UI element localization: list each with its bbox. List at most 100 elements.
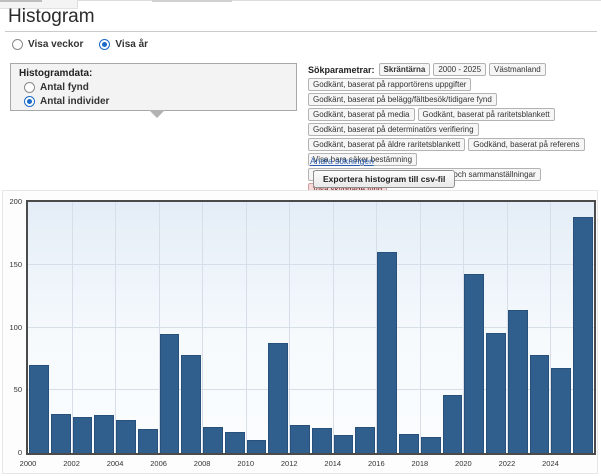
search-param-tag[interactable]: Godkänt, baserat på äldre raritetsblanke… — [308, 138, 466, 151]
histogram-bar — [355, 426, 376, 453]
histogram-bar — [486, 332, 506, 453]
bar-slot — [115, 202, 137, 453]
radio-unselected-icon[interactable] — [12, 39, 23, 50]
histogram-bar — [94, 415, 115, 453]
search-param-row: Sökparametrar: Skräntärna 2000 - 2025 Västm… — [308, 63, 600, 76]
view-toggle-option[interactable]: Visa veckor — [12, 39, 83, 50]
histogramdata-radio-group: Antal fynd Antal individer — [24, 82, 296, 107]
view-toggle-radio-group: Visa veckor Visa år — [12, 39, 148, 50]
bar-slot — [28, 202, 50, 453]
histogram-bar — [529, 355, 550, 453]
x-axis-tick: 2020 — [455, 459, 472, 468]
bar-slot — [354, 202, 376, 453]
histogram-bar — [224, 431, 245, 453]
histogram-bar — [268, 342, 289, 453]
histogram-bar — [573, 217, 593, 453]
histogramdata-option[interactable]: Antal individer — [24, 96, 296, 107]
bar-slot — [463, 202, 485, 453]
search-param-tag[interactable]: Godkänt, baserat på raritetsblankett — [417, 108, 555, 121]
view-toggle-option[interactable]: Visa år — [99, 39, 148, 50]
bar-slot — [50, 202, 72, 453]
search-param-tag[interactable]: Visa bara säker bestämning — [308, 153, 418, 166]
search-params-label: Sökparametrar: — [308, 64, 375, 75]
bar-slot — [485, 202, 507, 453]
search-param-row: Godkänt, baserat på determinatörs verifi… — [308, 123, 600, 136]
search-param-tag[interactable]: Skräntärna — [378, 63, 431, 76]
search-param-row: Godkänt, baserat på media Godkänt, basera… — [308, 108, 600, 121]
histogram-bar — [377, 252, 398, 453]
histogram-bar — [181, 355, 202, 453]
bar-slot — [398, 202, 420, 453]
y-axis-tick: 200 — [9, 197, 22, 206]
bar-slot — [137, 202, 159, 453]
histogramdata-option[interactable]: Antal fynd — [24, 82, 296, 93]
gridline-vertical — [202, 202, 204, 453]
y-axis-tick: 150 — [9, 259, 22, 269]
bar-slot — [289, 202, 311, 453]
search-param-row: Godkänt, baserat på rapportörens uppgift… — [308, 78, 600, 91]
export-csv-button[interactable]: Exportera histogram till csv-fil — [313, 170, 456, 188]
bar-slot — [93, 202, 115, 453]
gridline-vertical — [158, 202, 160, 453]
histogram-bar — [203, 426, 223, 453]
view-toggle-label: Visa veckor — [28, 39, 84, 50]
radio-selected-icon[interactable] — [24, 96, 35, 107]
bar-slot — [420, 202, 442, 453]
histogram-bar — [551, 367, 572, 453]
histogram-bar — [50, 414, 71, 453]
bar-slot — [529, 202, 551, 453]
bar-slot — [267, 202, 289, 453]
top-tab-strip-segment — [152, 0, 232, 2]
search-param-row: Godkänt, baserat på belägg/fältbesök/tid… — [308, 93, 600, 106]
title-divider — [5, 31, 597, 32]
bar-slot — [507, 202, 529, 453]
histogram-bar — [311, 427, 332, 453]
gridline-vertical — [332, 202, 334, 453]
bar-slot — [550, 202, 572, 453]
bar-slot — [311, 202, 333, 453]
bar-slot — [333, 202, 355, 453]
plot-area — [26, 200, 596, 455]
histogram-bar — [116, 420, 136, 453]
x-axis-tick: 2004 — [106, 459, 124, 468]
histogramdata-title: Histogramdata: — [19, 68, 93, 79]
search-param-tag[interactable]: Godkänt, baserat på rapportörens uppgift… — [308, 78, 472, 91]
radio-selected-icon[interactable] — [99, 39, 111, 50]
bar-slot — [442, 202, 464, 453]
bar-slot — [159, 202, 181, 453]
bar-series — [28, 202, 594, 453]
x-axis-tick: 2008 — [193, 459, 211, 468]
x-axis-tick: 2000 — [19, 459, 37, 468]
histogram-bar — [333, 435, 354, 453]
search-param-tag[interactable]: Godkänt, baserat på determinatörs verifi… — [308, 123, 479, 136]
view-toggle-label: Visa år — [115, 39, 149, 50]
bar-slot — [376, 202, 398, 453]
gridline-vertical — [289, 202, 291, 453]
x-axis-tick: 2006 — [150, 459, 167, 468]
change-search-link[interactable]: Ändra sökningen — [310, 156, 374, 166]
box-pointer-arrow-icon — [149, 110, 165, 118]
histogram-bar — [246, 440, 267, 453]
bar-slot — [202, 202, 224, 453]
x-axis-tick: 2010 — [237, 459, 255, 468]
x-axis-tick: 2014 — [324, 459, 342, 468]
search-param-tag[interactable]: 2000 - 2025 — [433, 63, 487, 76]
bar-slot — [224, 202, 246, 453]
page-title: Histogram — [8, 6, 95, 27]
y-axis-tick: 0 — [17, 448, 22, 457]
histogram-bar — [290, 425, 310, 453]
search-param-tag[interactable]: Godkänd, baserat på referens — [468, 138, 585, 151]
search-param-tag[interactable]: Västmanland — [489, 63, 546, 76]
histogram-bar — [29, 365, 49, 453]
radio-unselected-icon[interactable] — [24, 82, 35, 93]
search-param-tag[interactable]: Godkänt, baserat på media — [308, 108, 415, 121]
search-param-tag[interactable]: Godkänt, baserat på belägg/fältbesök/tid… — [308, 93, 497, 106]
bar-slot — [572, 202, 594, 453]
x-axis-tick: 2018 — [411, 459, 429, 468]
gridline-vertical — [376, 202, 378, 453]
search-param-row: Visa bara säker bestämning — [308, 153, 600, 166]
search-param-row: Godkänt, baserat på äldre raritetsblanke… — [308, 138, 600, 151]
histogramdata-label: Antal individer — [40, 96, 110, 107]
gridline-vertical — [245, 202, 247, 453]
x-axis-tick: 2022 — [498, 459, 516, 468]
